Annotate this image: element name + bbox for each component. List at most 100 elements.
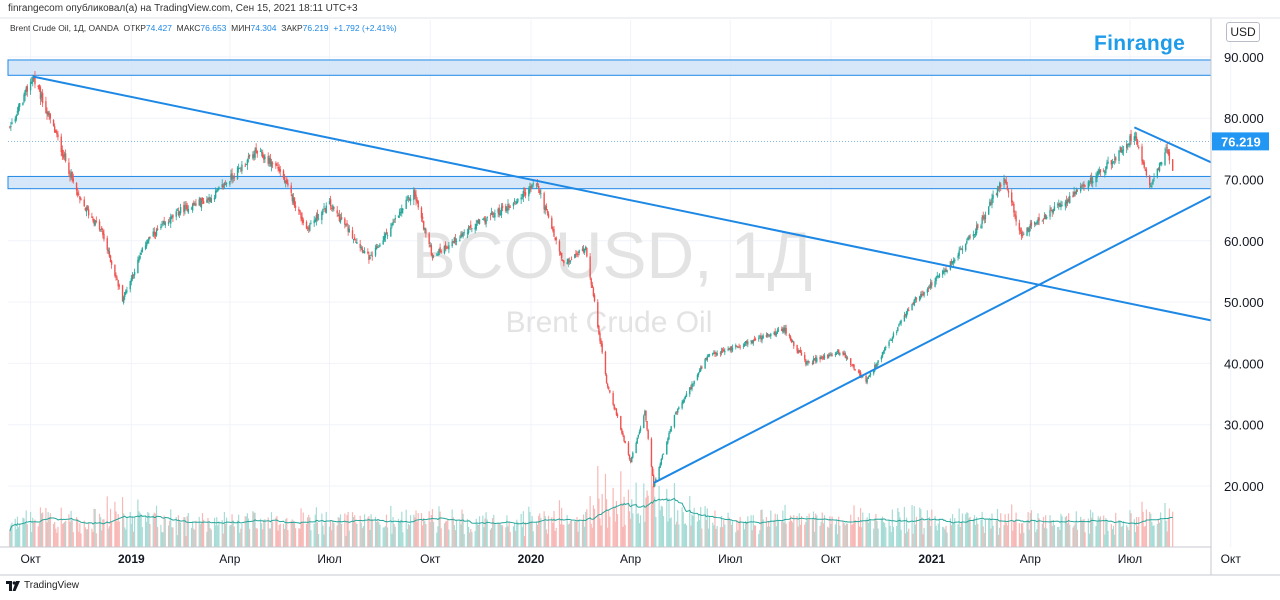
candle-body	[697, 372, 700, 375]
volume-bar	[912, 533, 914, 547]
candle-body	[965, 243, 967, 251]
volume-bar	[175, 517, 177, 547]
candle-body	[448, 245, 450, 250]
candle-body	[714, 351, 716, 355]
candle-body	[1136, 140, 1139, 145]
candle-body	[816, 358, 818, 362]
volume-bar	[859, 508, 862, 547]
candle-body	[558, 241, 561, 252]
candle-body	[959, 248, 961, 250]
candle-body	[577, 254, 579, 255]
candle-body	[674, 413, 677, 415]
candle-body	[348, 228, 350, 233]
candle-body	[9, 127, 11, 129]
candle-body	[643, 415, 645, 429]
candle-body	[604, 351, 607, 375]
volume-bar	[1130, 513, 1132, 547]
volume-bar	[775, 526, 777, 547]
volume-bar	[1096, 520, 1098, 547]
volume-bar	[1022, 523, 1024, 547]
volume-bar	[797, 526, 799, 547]
volume-bar	[506, 515, 508, 547]
volume-bar	[190, 527, 193, 547]
candle-body	[1097, 171, 1099, 175]
volume-bar	[338, 517, 340, 547]
volume-bar	[585, 511, 587, 547]
candle-body	[1159, 162, 1162, 165]
candle-body	[494, 212, 496, 218]
candle-body	[823, 355, 826, 359]
volume-bar	[117, 514, 119, 547]
candle-body	[429, 245, 431, 247]
candle-body	[903, 315, 906, 322]
volume-bar	[263, 519, 265, 547]
volume-bar	[614, 521, 616, 547]
volume-bar	[1045, 515, 1047, 547]
candle-body	[1148, 175, 1151, 186]
candle-body	[183, 205, 185, 213]
candle-body	[290, 185, 292, 193]
volume-bar	[708, 515, 711, 547]
candle-body	[1081, 185, 1083, 187]
tradingview-logo-text: TradingView	[24, 580, 80, 591]
candle-body	[827, 354, 829, 358]
volume-bar	[9, 531, 11, 547]
candle-body	[1072, 195, 1074, 198]
candle-body	[911, 304, 913, 311]
volume-bar	[715, 528, 717, 547]
candle-body	[735, 345, 737, 347]
candle-body	[240, 169, 242, 171]
candle-body	[559, 252, 562, 255]
candle-body	[851, 364, 853, 366]
candle-body	[868, 375, 871, 377]
candle-body	[529, 186, 531, 191]
volume-bar	[589, 496, 591, 547]
volume-bar	[195, 520, 197, 547]
volume-bar	[735, 532, 737, 547]
tradingview-footer[interactable]: TradingView	[6, 580, 79, 591]
volume-bar	[213, 517, 216, 547]
candle-body	[483, 217, 485, 219]
volume-bar	[267, 517, 269, 547]
candle-body	[1020, 231, 1023, 237]
volume-bar	[945, 525, 947, 547]
currency-button[interactable]: USD	[1226, 22, 1260, 42]
volume-bar	[348, 530, 350, 547]
candle-body	[590, 278, 592, 285]
candle-body	[1053, 206, 1056, 211]
volume-bar	[957, 524, 959, 547]
volume-bar	[905, 517, 908, 547]
volume-bar	[415, 510, 417, 547]
candle-body	[1043, 215, 1046, 219]
candle-body	[478, 219, 481, 224]
volume-bar	[359, 515, 361, 547]
volume-bar	[806, 515, 808, 547]
candle-body	[961, 248, 964, 251]
candle-body	[742, 345, 745, 347]
volume-bar	[999, 527, 1001, 547]
volume-bar	[920, 509, 922, 547]
volume-bar	[829, 516, 831, 547]
volume-bar	[294, 528, 297, 547]
candle-body	[356, 242, 358, 244]
candle-body	[1138, 147, 1140, 149]
candle-body	[508, 205, 510, 207]
volume-bar	[33, 522, 35, 547]
candle-body	[440, 251, 442, 253]
volume-bar	[773, 519, 775, 547]
volume-bar	[600, 525, 602, 547]
volume-bar	[437, 526, 439, 547]
candle-body	[568, 260, 571, 263]
volume-bar	[54, 522, 56, 547]
candle-body	[662, 453, 665, 455]
volume-bar	[782, 510, 784, 547]
candle-body	[130, 278, 133, 282]
candle-body	[431, 254, 434, 259]
symbol-name: Brent Crude Oil, 1Д, OANDA	[10, 23, 119, 33]
candle-body	[586, 247, 588, 257]
candle-body	[789, 336, 792, 341]
volume-bar	[876, 520, 878, 547]
candle-body	[754, 339, 757, 341]
volume-bar	[601, 494, 603, 547]
